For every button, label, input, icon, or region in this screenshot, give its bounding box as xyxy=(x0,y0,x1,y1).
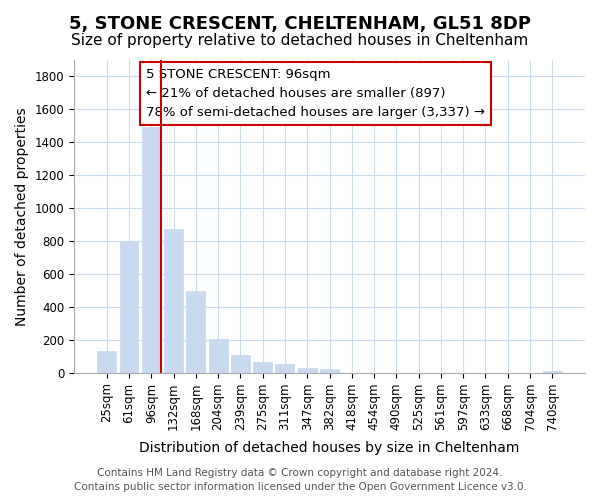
Bar xyxy=(320,370,339,372)
Bar xyxy=(275,364,295,372)
Bar xyxy=(97,352,116,372)
Bar xyxy=(543,371,562,372)
Bar xyxy=(209,339,227,372)
Bar xyxy=(142,128,161,372)
X-axis label: Distribution of detached houses by size in Cheltenham: Distribution of detached houses by size … xyxy=(139,441,520,455)
Text: Contains HM Land Registry data © Crown copyright and database right 2024.
Contai: Contains HM Land Registry data © Crown c… xyxy=(74,468,526,492)
Bar xyxy=(298,368,317,372)
Y-axis label: Number of detached properties: Number of detached properties xyxy=(15,107,29,326)
Bar xyxy=(253,362,272,372)
Text: 5 STONE CRESCENT: 96sqm
← 21% of detached houses are smaller (897)
78% of semi-d: 5 STONE CRESCENT: 96sqm ← 21% of detache… xyxy=(146,68,485,119)
Text: Size of property relative to detached houses in Cheltenham: Size of property relative to detached ho… xyxy=(71,32,529,48)
Text: 5, STONE CRESCENT, CHELTENHAM, GL51 8DP: 5, STONE CRESCENT, CHELTENHAM, GL51 8DP xyxy=(69,15,531,33)
Bar xyxy=(164,228,183,372)
Bar xyxy=(187,291,205,372)
Bar xyxy=(231,356,250,372)
Bar xyxy=(119,241,139,372)
